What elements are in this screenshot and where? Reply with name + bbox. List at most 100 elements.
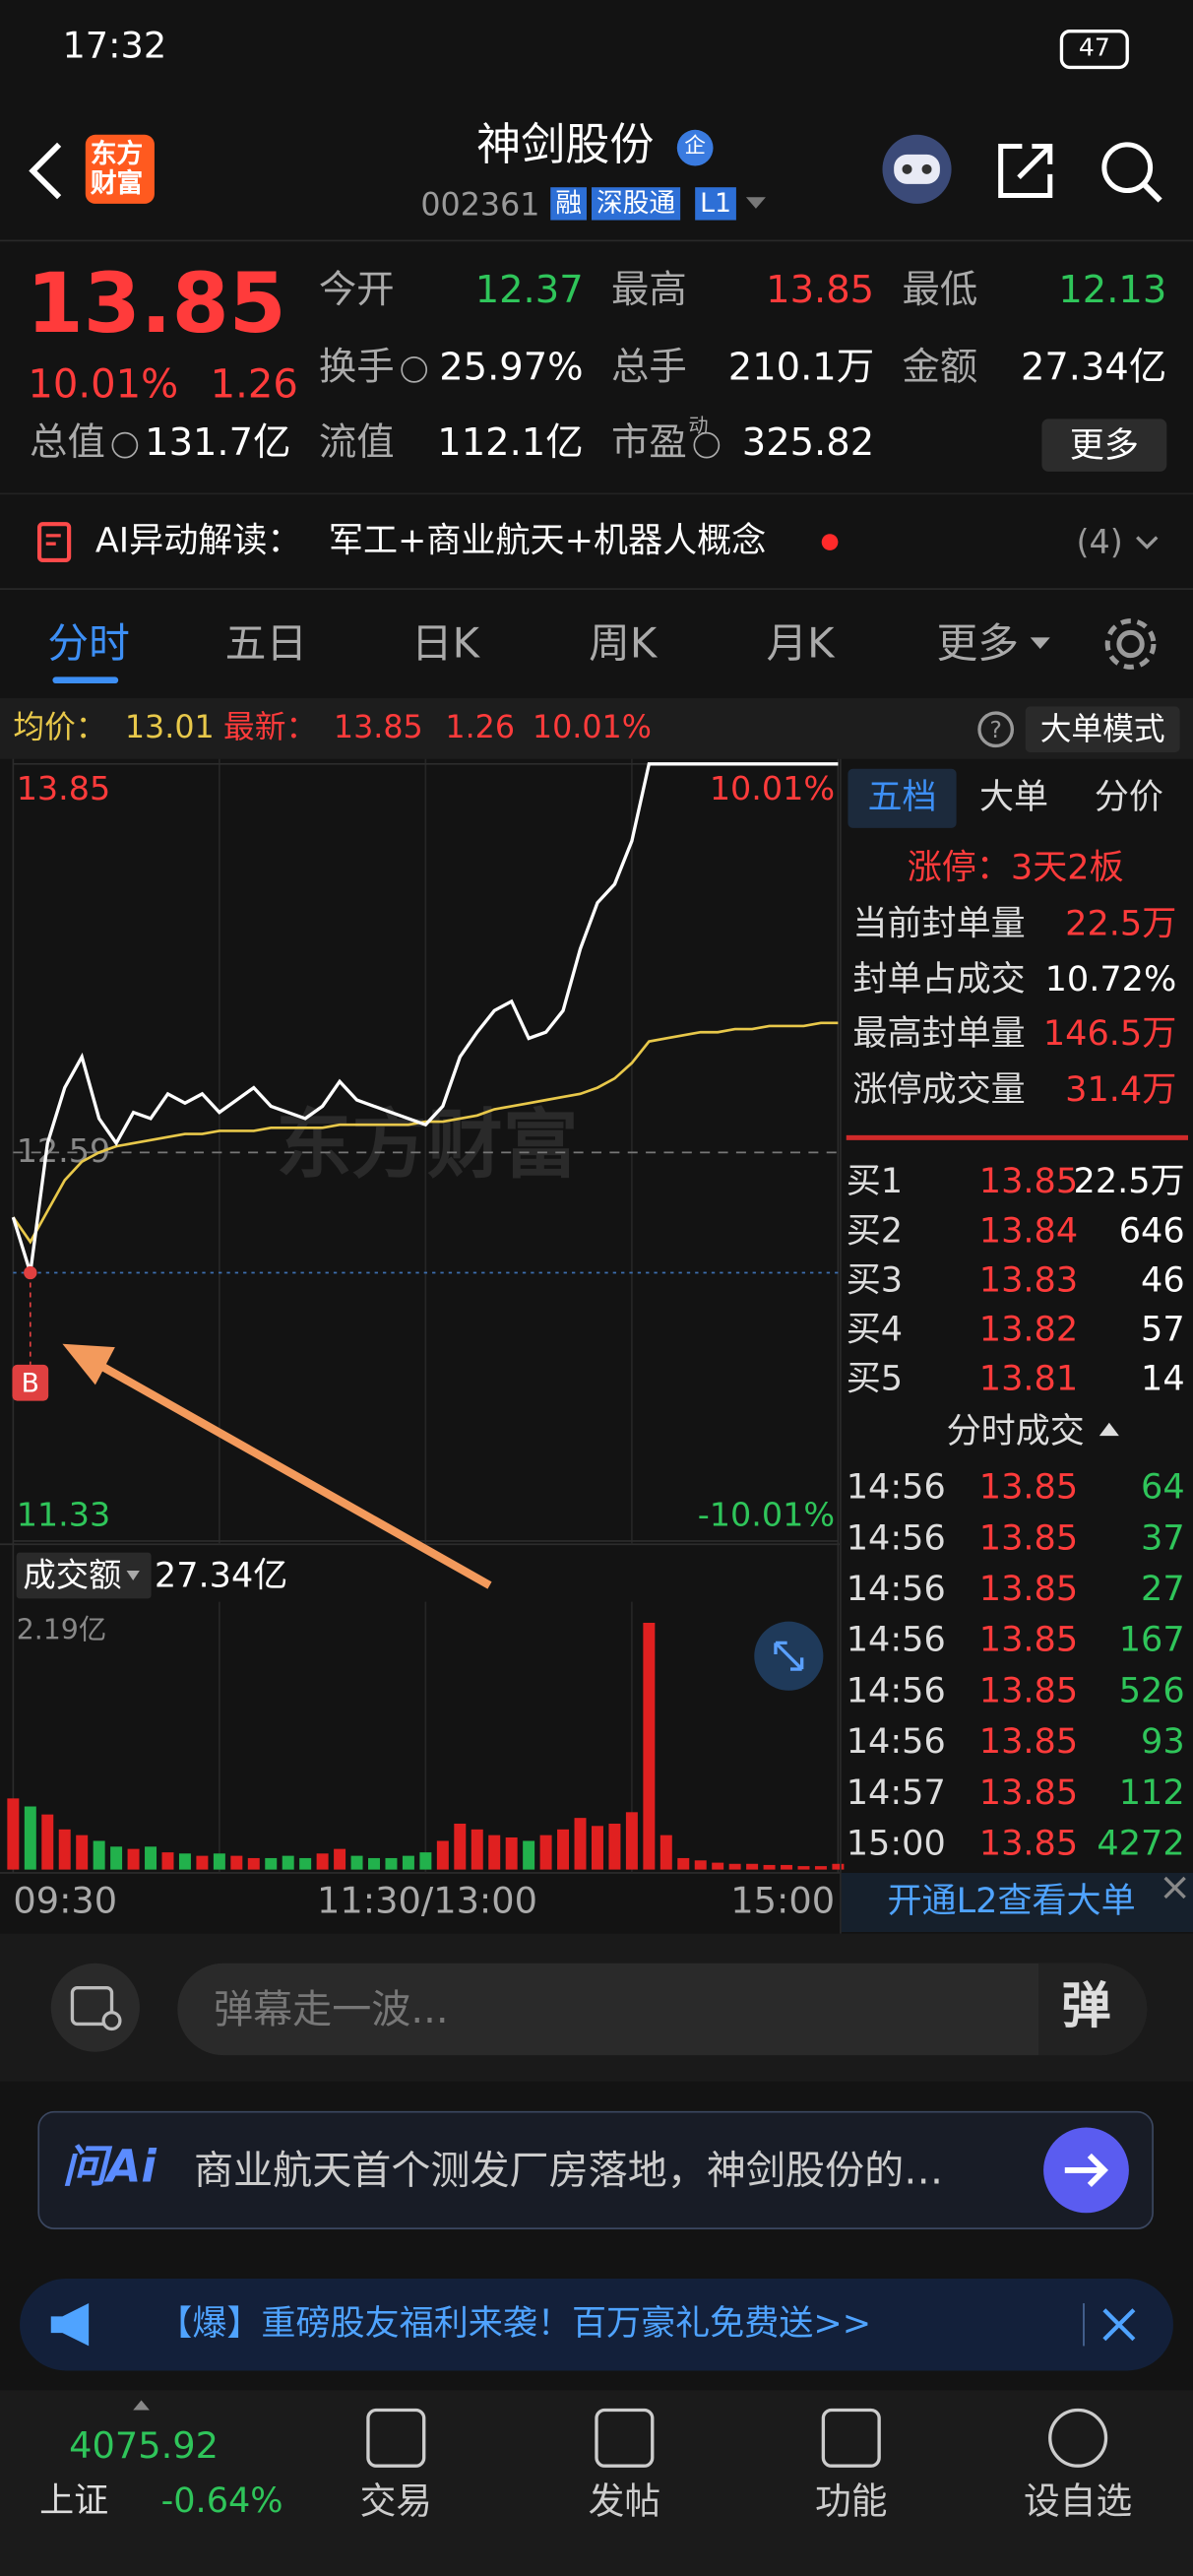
- volume-bar: [608, 1823, 621, 1870]
- stat-value: 146.5万: [1042, 1013, 1177, 1054]
- volume-bar: [746, 1863, 759, 1870]
- index-value[interactable]: 4075.92: [69, 2426, 220, 2468]
- status-time: 17:32: [62, 26, 167, 68]
- volume-bar: [316, 1853, 329, 1870]
- volume-title-bg: [16, 1552, 152, 1599]
- nav-label[interactable]: 交易: [359, 2481, 433, 2524]
- stock-code: 002361: [420, 187, 540, 224]
- ai-count[interactable]: (4): [1076, 522, 1123, 562]
- field-value: 131.7亿: [145, 421, 291, 466]
- volume-bar: [488, 1835, 501, 1870]
- banner-close[interactable]: [1098, 2303, 1140, 2346]
- more-button[interactable]: 更多: [1041, 419, 1167, 472]
- info-icon[interactable]: [401, 356, 428, 383]
- tick-volume: 37: [1141, 1517, 1185, 1558]
- ask-ai-bar[interactable]: [37, 2110, 1154, 2229]
- field-label: 今开: [318, 269, 395, 312]
- danmaku-button[interactable]: 弹: [1061, 1977, 1111, 2036]
- volume-bar: [265, 1857, 278, 1870]
- limit-line: [846, 1134, 1188, 1140]
- help-icon[interactable]: ?: [976, 710, 1016, 749]
- tick-time: 14:56: [846, 1620, 946, 1660]
- volume-bar: [712, 1862, 724, 1870]
- tab[interactable]: 分时: [47, 618, 130, 668]
- change: 1.26: [210, 361, 298, 408]
- volume-bar: [436, 1840, 449, 1870]
- volume-bar: [781, 1864, 793, 1870]
- tick-volume: 93: [1141, 1721, 1185, 1762]
- volume-bar: [145, 1846, 157, 1870]
- mode-button[interactable]: 大单模式: [1025, 706, 1180, 753]
- info-icon[interactable]: [111, 431, 139, 459]
- tab[interactable]: 更多: [936, 618, 1020, 668]
- bid-label: 买4: [846, 1309, 904, 1349]
- limit-status: 涨停：3天2板: [907, 847, 1124, 887]
- nav-icon[interactable]: [366, 2408, 426, 2468]
- volume-bar: [763, 1864, 776, 1870]
- tab[interactable]: 周K: [589, 618, 658, 668]
- close-button[interactable]: [1161, 1873, 1190, 1902]
- robot-icon[interactable]: [879, 131, 955, 207]
- banner-text: 【爆】重磅股友福利来袭！百万豪礼免费送>>: [157, 2303, 872, 2344]
- tick-price: 13.85: [978, 1466, 1079, 1507]
- book-tab[interactable]: 分价: [1094, 777, 1163, 817]
- back-button[interactable]: [23, 138, 72, 204]
- index-name[interactable]: 上证: [39, 2480, 109, 2521]
- ai-text[interactable]: 军工+商业航天+机器人概念: [328, 520, 767, 560]
- last-value: 13.85: [333, 709, 423, 746]
- search-button[interactable]: [1098, 138, 1166, 207]
- nav-icon[interactable]: [821, 2408, 881, 2468]
- nav-label[interactable]: 发帖: [588, 2481, 661, 2524]
- tab[interactable]: 月K: [766, 618, 835, 668]
- field-value: 12.37: [474, 269, 584, 312]
- price-line: [11, 762, 839, 1273]
- chart-change-pct: 10.01%: [532, 709, 652, 746]
- tab[interactable]: 日K: [410, 618, 479, 668]
- comment-icon[interactable]: [49, 1962, 141, 2053]
- ask-ai-send[interactable]: [1041, 2126, 1130, 2215]
- comment-placeholder: 弹幕走一波...: [214, 1986, 449, 2032]
- info-icon[interactable]: [693, 431, 721, 459]
- bid-price: 13.85: [978, 1161, 1079, 1201]
- field-label: 金额: [902, 347, 978, 390]
- field-label: 换手: [318, 347, 395, 390]
- volume-dropdown: [126, 1570, 140, 1580]
- book-tab[interactable]: 大单: [978, 777, 1049, 817]
- chart-change: 1.26: [445, 709, 516, 746]
- alert-dot: [821, 534, 839, 550]
- y-tick-label: 12.59: [17, 1131, 111, 1170]
- tick-volume: 167: [1118, 1620, 1185, 1660]
- expand-icon: [774, 1641, 804, 1671]
- nav-icon[interactable]: [1048, 2408, 1108, 2468]
- volume-bar: [625, 1812, 638, 1870]
- up-caret: [133, 2400, 150, 2411]
- banner[interactable]: [20, 2279, 1173, 2371]
- settings-button[interactable]: [1101, 614, 1161, 674]
- l2-link[interactable]: 开通L2查看大单: [887, 1881, 1136, 1921]
- dropdown-icon[interactable]: [743, 194, 770, 214]
- volume-bar: [523, 1840, 535, 1870]
- tick-price: 13.85: [978, 1620, 1079, 1660]
- tick-volume: 64: [1141, 1466, 1185, 1507]
- volume-bar: [127, 1848, 140, 1870]
- tag: 深股通: [591, 187, 681, 221]
- volume-bar: [591, 1826, 603, 1870]
- index-change[interactable]: -0.64%: [160, 2480, 283, 2521]
- nav-icon[interactable]: [595, 2408, 655, 2468]
- logo-line: 东方: [90, 138, 144, 169]
- last-price: 13.85: [26, 256, 286, 353]
- avg-label: 均价：: [13, 709, 107, 746]
- tick-time: 14:57: [846, 1772, 946, 1813]
- field-value: 12.13: [1058, 269, 1167, 312]
- expand-icon[interactable]: [1134, 533, 1161, 552]
- tab[interactable]: 五日: [224, 618, 308, 668]
- comment-input[interactable]: [177, 1963, 1148, 2056]
- share-button[interactable]: [992, 138, 1058, 204]
- nav-label[interactable]: 功能: [815, 2481, 888, 2524]
- nav-label[interactable]: 设自选: [1024, 2481, 1133, 2524]
- book-tab[interactable]: 五档: [867, 777, 937, 817]
- l2-bar: [841, 1872, 1193, 1933]
- bid-price: 13.83: [978, 1259, 1079, 1300]
- volume-bar: [76, 1835, 89, 1870]
- stat-label: 当前封单量: [852, 903, 1026, 943]
